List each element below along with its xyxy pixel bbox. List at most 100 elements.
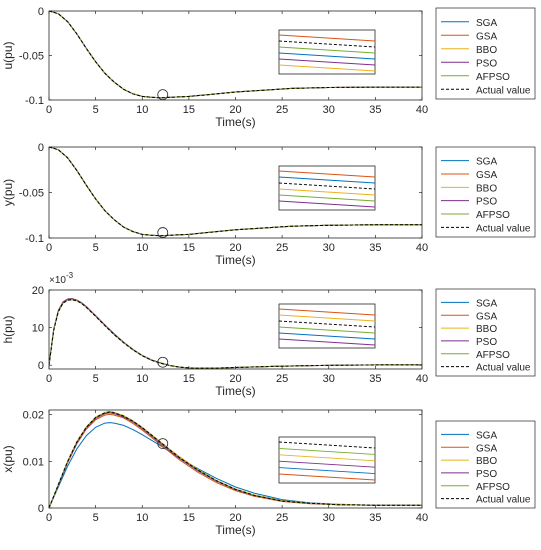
legend-entry: SGA [476, 298, 497, 309]
legend: SGA GSA BBO PSO AFPSO Actual value [435, 146, 536, 238]
legend: SGA GSA BBO PSO AFPSO Actual value [435, 288, 536, 377]
zoom-inset-line-pso [278, 460, 376, 468]
x-tick-label: 40 [416, 242, 428, 254]
zoom-inset-line-gsa [278, 473, 376, 481]
legend-entry: SGA [476, 157, 497, 168]
zoom-inset-line-actual-value [278, 320, 376, 328]
x-axis-label: Time(s) [215, 523, 255, 537]
y-tick-label: -0.05 [19, 188, 44, 200]
axis-exponent: ×10 -3 [49, 271, 74, 286]
x-tick-label: 20 [229, 104, 241, 116]
y-tick-label: 10 [32, 323, 44, 335]
series-lines [49, 10, 422, 99]
y-axis-label: h(pu) [1, 315, 15, 343]
x-tick-label: 25 [276, 242, 288, 254]
legend-box [435, 146, 536, 238]
zoom-inset-line-bbo [278, 454, 376, 462]
legend-entry: PSO [476, 337, 497, 348]
x-tick-label: 25 [276, 104, 288, 116]
zoom-inset [278, 303, 376, 349]
legend-entry: SGA [476, 430, 497, 441]
legend-entry: GSA [476, 443, 497, 454]
legend-entry: Actual value [476, 495, 531, 506]
zoom-inset-line-pso [278, 200, 376, 208]
zoom-marker-circle [157, 227, 169, 238]
x-tick-label: 10 [136, 512, 148, 524]
x-tick-label: 10 [136, 242, 148, 254]
legend-entry: BBO [476, 456, 497, 467]
x-tick-label: 0 [46, 242, 52, 254]
zoom-marker-circle [157, 438, 169, 450]
x-tick-label: 0 [46, 373, 52, 385]
zoom-inset-line-bbo [278, 64, 376, 72]
x-tick-label: 30 [323, 373, 335, 385]
x-tick-label: 35 [369, 512, 381, 524]
legend: SGA GSA BBO PSO AFPSO Actual value [435, 7, 536, 100]
series-line-actual-value [49, 411, 422, 509]
zoom-inset-line-gsa [278, 170, 376, 178]
legend-box [435, 420, 536, 509]
legend-entry: PSO [476, 197, 497, 208]
legend-entry: GSA [476, 311, 497, 322]
legend-entry: GSA [476, 31, 497, 42]
zoom-inset-line-bbo [278, 188, 376, 196]
legend-entry: AFPSO [476, 350, 510, 361]
series-line-actual-value [49, 10, 422, 99]
exponent-base: ×10 [49, 275, 66, 286]
zoom-marker-circle [157, 356, 169, 368]
zoom-inset-line-gsa [278, 308, 376, 316]
x-tick-label: 5 [93, 242, 99, 254]
x-tick-label: 10 [136, 373, 148, 385]
legend-entry: BBO [476, 324, 497, 335]
subplot-2: 0 5 10 15 20 25 30 35 40 0 -0.05 -0.1 Time(s) y(pu) SG… [1, 142, 536, 267]
subplot-1: 0 5 10 15 20 25 30 35 40 0 -0.05 -0.1 Time(s) u(pu) SG… [1, 6, 536, 129]
x-tick-label: 30 [323, 242, 335, 254]
x-tick-label: 40 [416, 104, 428, 116]
exponent-power: -3 [66, 271, 74, 280]
x-tick-label: 15 [183, 373, 195, 385]
zoom-inset-line-bbo [278, 314, 376, 322]
x-tick-label: 15 [183, 104, 195, 116]
subplot-4: 0 5 10 15 20 25 30 35 40 0 0.01 0.02 Time(s) x(pu) SGA… [1, 409, 536, 537]
legend: SGA GSA BBO PSO AFPSO Actual value [435, 420, 536, 509]
y-axis-label: x(pu) [1, 445, 15, 472]
x-axis-label: Time(s) [215, 384, 255, 398]
zoom-inset-line-sga [278, 52, 376, 60]
y-tick-label: 0 [38, 6, 44, 18]
series-line-sga [49, 422, 422, 509]
zoom-inset-line-actual-value [278, 40, 376, 48]
y-tick-label: -0.1 [25, 233, 44, 245]
zoom-inset-line-sga [278, 332, 376, 340]
legend-entry: BBO [476, 45, 497, 56]
x-tick-label: 30 [323, 104, 335, 116]
legend-entry: GSA [476, 170, 497, 181]
zoom-marker-circle [157, 89, 169, 101]
zoom-inset-line-afpso [278, 194, 376, 202]
zoom-inset-line-actual-value [278, 182, 376, 190]
legend-entry: PSO [476, 469, 497, 480]
x-tick-label: 0 [46, 104, 52, 116]
y-tick-label: -0.1 [25, 95, 44, 107]
series-line-actual-value [49, 146, 422, 237]
x-axis-label: Time(s) [215, 253, 255, 267]
legend-entry: PSO [476, 58, 497, 69]
zoom-inset [278, 436, 376, 484]
series-lines [49, 410, 422, 509]
legend-entry: Actual value [476, 363, 531, 374]
x-tick-label: 30 [323, 512, 335, 524]
zoom-inset-line-afpso [278, 326, 376, 334]
x-tick-label: 15 [183, 242, 195, 254]
x-tick-label: 40 [416, 373, 428, 385]
legend-entry: SGA [476, 18, 497, 29]
x-tick-label: 5 [93, 373, 99, 385]
legend-entry: Actual value [476, 85, 531, 96]
x-tick-label: 5 [93, 104, 99, 116]
x-tick-label: 15 [183, 512, 195, 524]
x-tick-label: 35 [369, 104, 381, 116]
x-tick-label: 5 [93, 512, 99, 524]
y-tick-label: -0.05 [19, 51, 44, 63]
y-tick-label: 20 [32, 285, 44, 297]
legend-box [435, 288, 536, 377]
zoom-inset-line-actual-value [278, 441, 376, 449]
